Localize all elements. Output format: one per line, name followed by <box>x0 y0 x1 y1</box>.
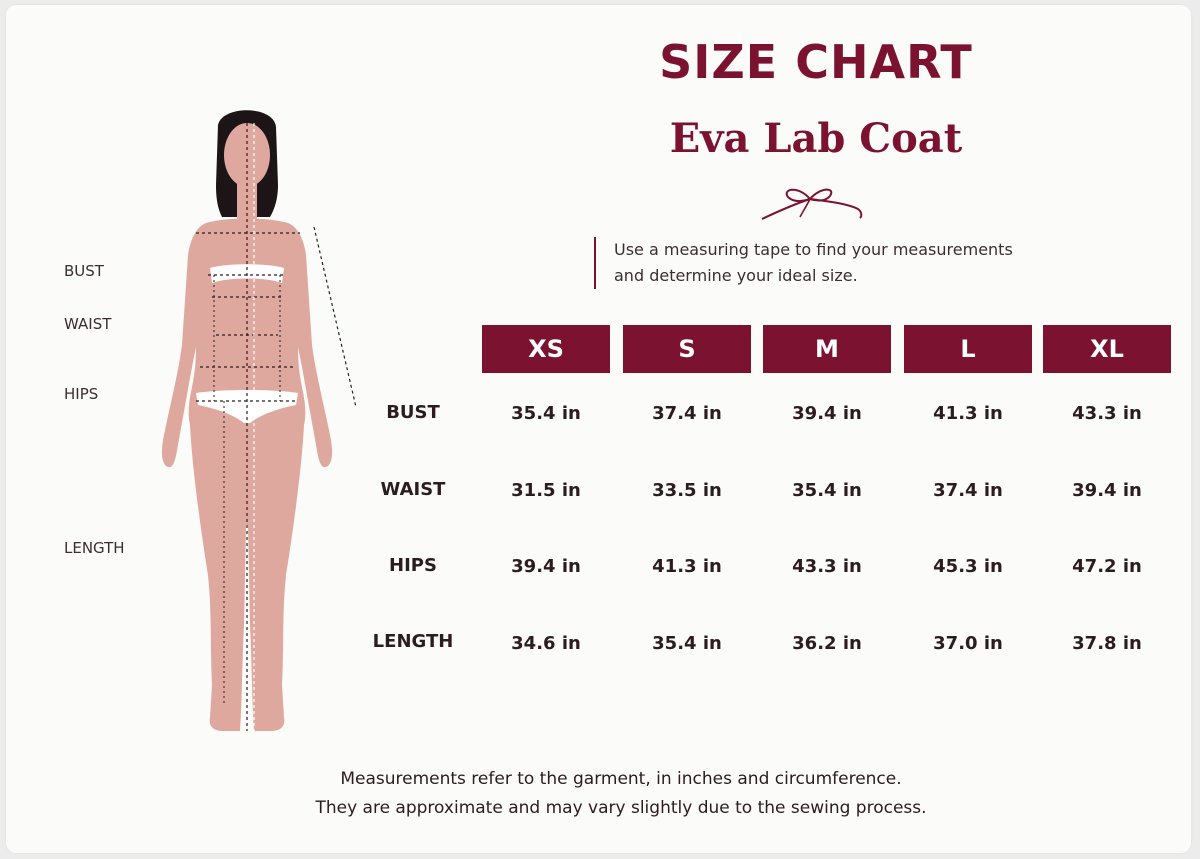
table-cell: 41.3 in <box>652 556 722 577</box>
row-label-hips: HIPS <box>389 555 437 576</box>
table-cell: 33.5 in <box>652 480 722 501</box>
figure-label-length: LENGTH <box>64 539 125 557</box>
table-cell: 43.3 in <box>792 556 862 577</box>
row-label-bust: BUST <box>386 402 440 423</box>
size-header-xl: XL <box>1043 325 1171 373</box>
row-label-length: LENGTH <box>372 631 454 652</box>
row-label-waist: WAIST <box>380 479 446 500</box>
instructions-line-2: and determine your ideal size. <box>614 266 858 285</box>
table-cell: 37.0 in <box>933 633 1003 654</box>
table-cell: 39.4 in <box>1072 480 1142 501</box>
size-header-xs: XS <box>482 325 610 373</box>
table-cell: 35.4 in <box>511 403 581 424</box>
table-cell: 43.3 in <box>1072 403 1142 424</box>
size-header-l: L <box>904 325 1032 373</box>
table-cell: 37.4 in <box>652 403 722 424</box>
table-cell: 45.3 in <box>933 556 1003 577</box>
size-header-m: M <box>763 325 891 373</box>
table-cell: 36.2 in <box>792 633 862 654</box>
size-header-s: S <box>623 325 751 373</box>
table-cell: 39.4 in <box>792 403 862 424</box>
table-cell: 34.6 in <box>511 633 581 654</box>
size-chart-card: SIZE CHART Eva Lab Coat Use a measuring … <box>6 5 1191 853</box>
figure-label-waist: WAIST <box>64 315 112 333</box>
figure-label-hips: HIPS <box>64 385 99 403</box>
table-cell: 35.4 in <box>652 633 722 654</box>
product-name: Eva Lab Coat <box>669 115 963 162</box>
instructions-line-1: Use a measuring tape to find your measur… <box>614 240 1013 259</box>
table-cell: 39.4 in <box>511 556 581 577</box>
disclaimer-line-2: They are approximate and may vary slight… <box>315 798 927 818</box>
ribbon-bow-icon <box>761 188 863 220</box>
table-cell: 35.4 in <box>792 480 862 501</box>
table-cell: 41.3 in <box>933 403 1003 424</box>
page-title: SIZE CHART <box>659 35 973 89</box>
measuring-instructions: Use a measuring tape to find your measur… <box>594 237 1013 289</box>
figure-label-bust: BUST <box>64 262 104 280</box>
table-cell: 31.5 in <box>511 480 581 501</box>
disclaimer-line-1: Measurements refer to the garment, in in… <box>340 769 902 789</box>
measurement-disclaimer: Measurements refer to the garment, in in… <box>206 765 1036 823</box>
table-cell: 47.2 in <box>1072 556 1142 577</box>
table-cell: 37.4 in <box>933 480 1003 501</box>
body-measurement-illustration <box>161 110 357 731</box>
table-cell: 37.8 in <box>1072 633 1142 654</box>
